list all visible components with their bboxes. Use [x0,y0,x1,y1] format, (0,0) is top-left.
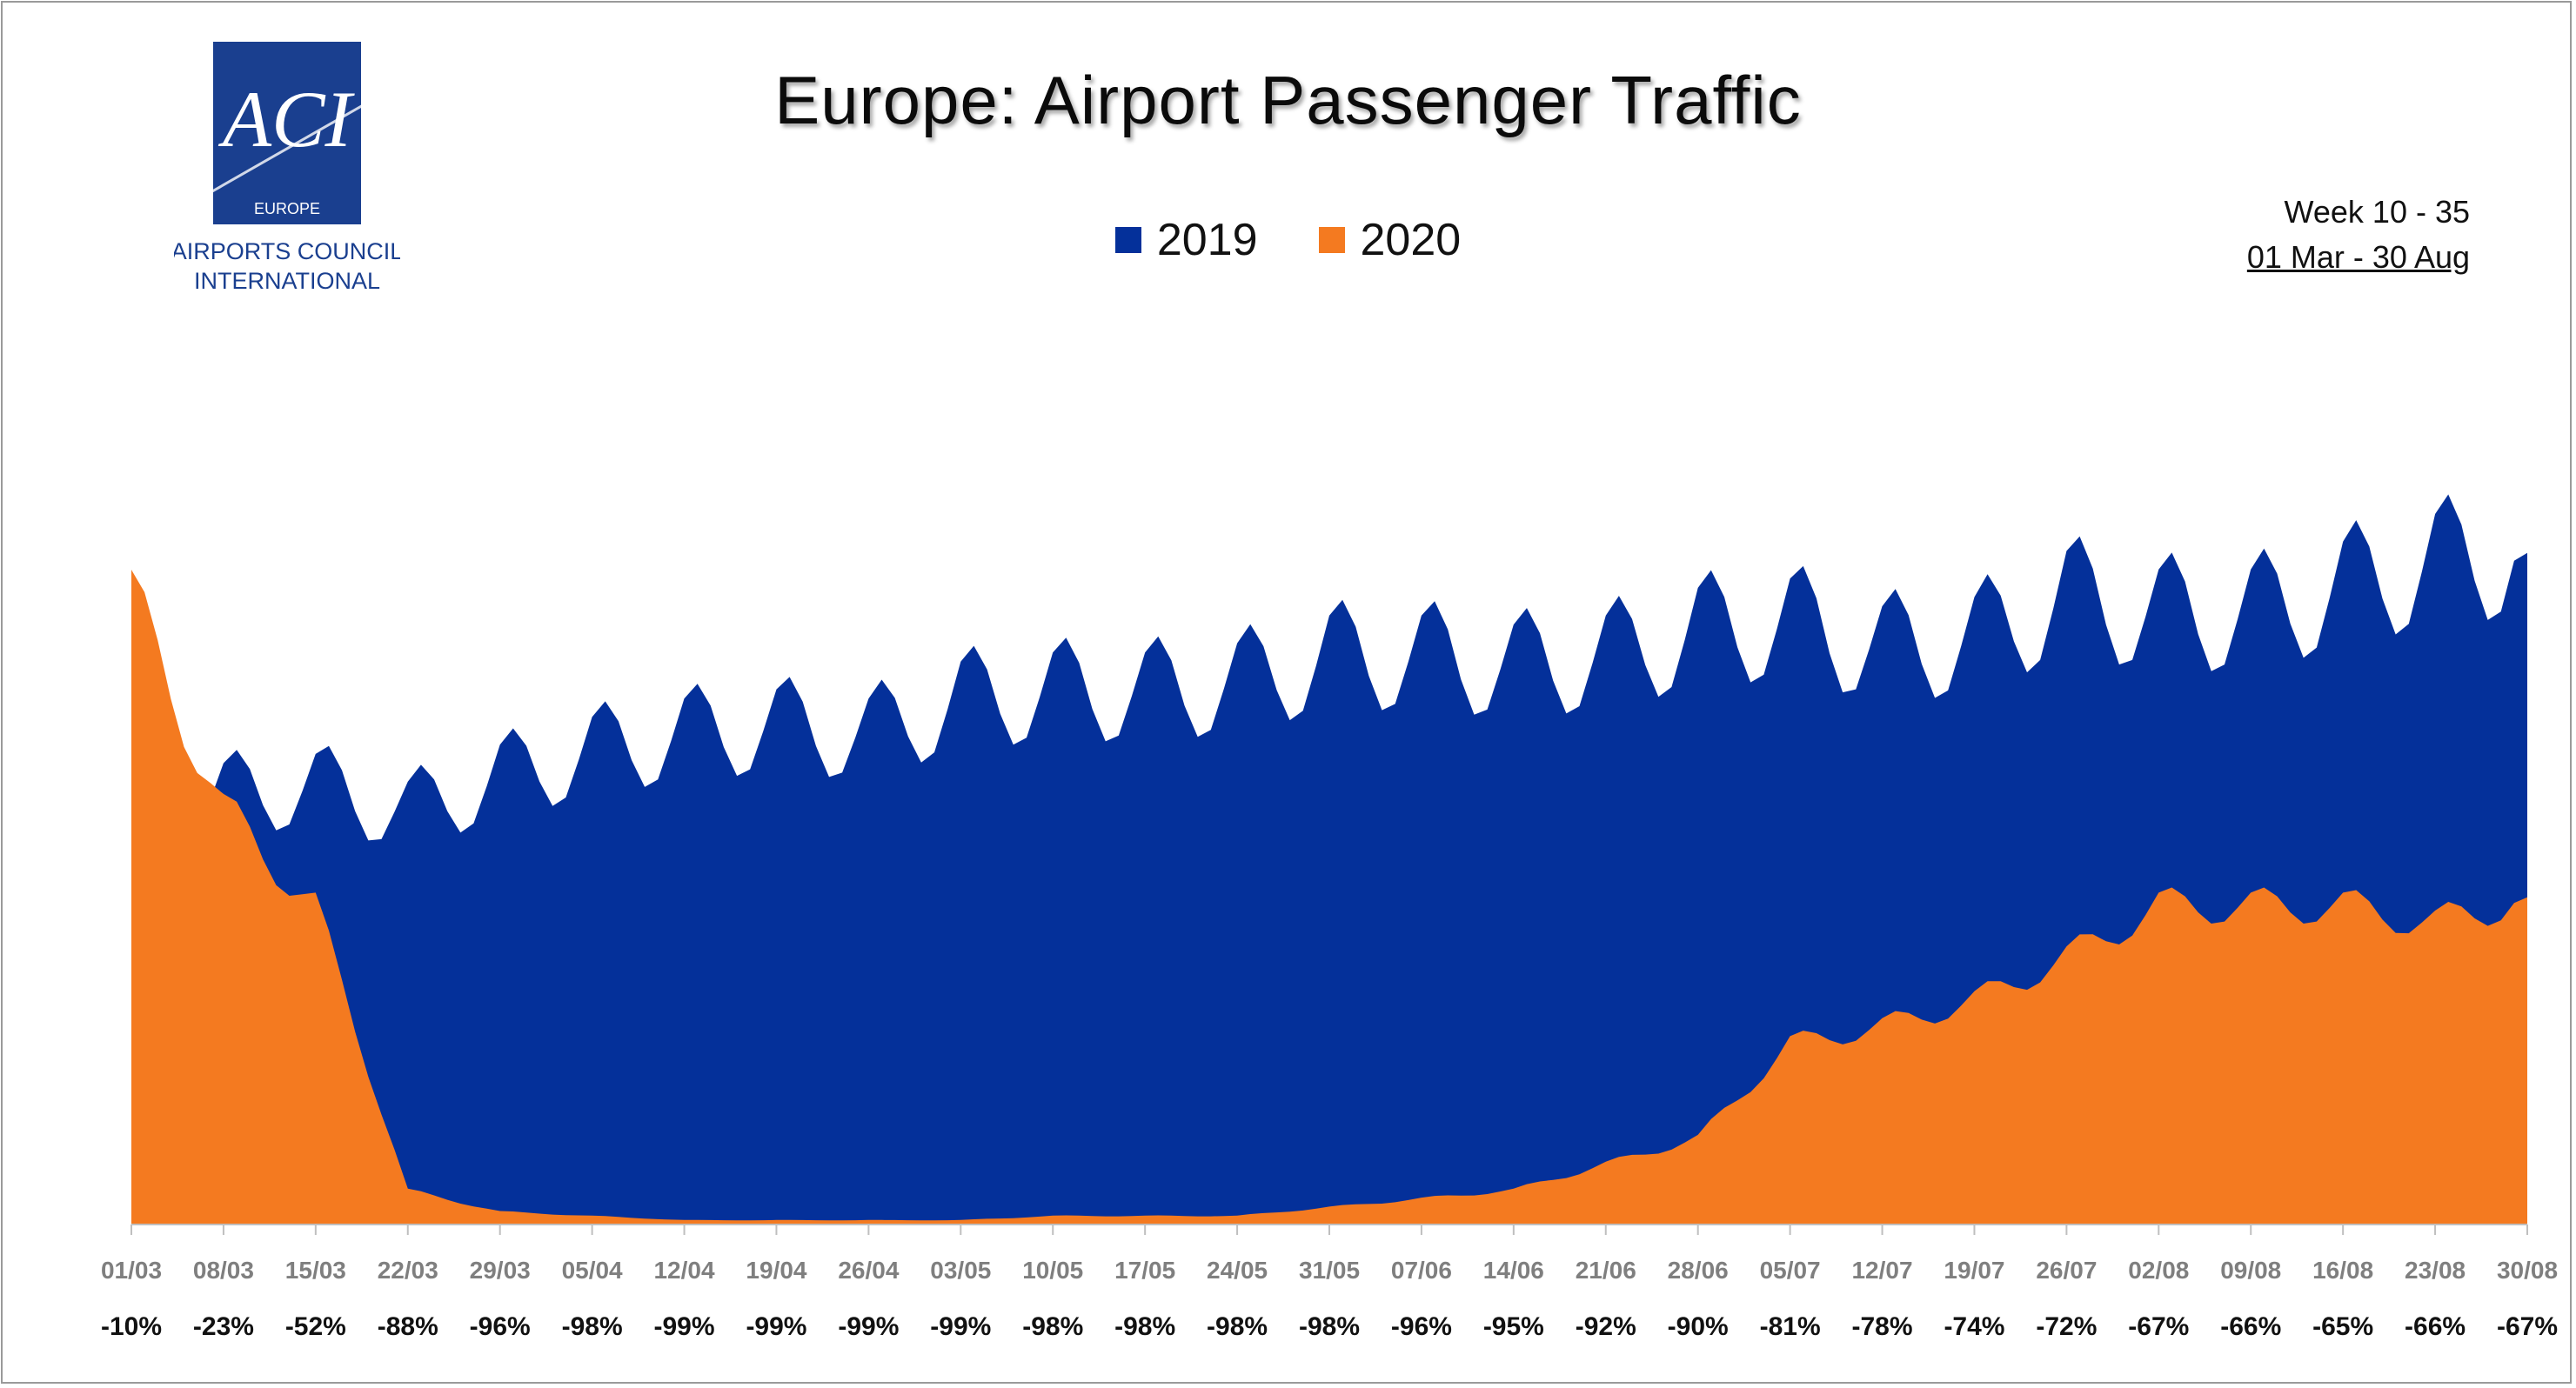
logo-org-line1: AIRPORTS COUNCIL [174,238,400,264]
x-tick-label: 08/03 [193,1257,254,1284]
weekly-change-label: -96% [470,1312,531,1341]
x-tick-label: 30/08 [2497,1257,2558,1284]
weekly-change-label: -78% [1852,1312,1913,1341]
x-tick-label: 19/04 [746,1257,806,1284]
x-tick-label: 10/05 [1022,1257,1083,1284]
weekly-change-label: -65% [2312,1312,2373,1341]
x-tick-label: 16/08 [2312,1257,2373,1284]
weekly-change-label: -99% [838,1312,899,1341]
x-tick-label: 07/06 [1391,1257,1452,1284]
weekly-change-label: -98% [1022,1312,1083,1341]
weekly-change-label: -23% [193,1312,254,1341]
x-tick-label: 19/07 [1944,1257,2004,1284]
weekly-change-label: -88% [378,1312,438,1341]
weekly-change-label: -67% [2497,1312,2558,1341]
legend: 2019 2020 [0,214,2576,266]
logo-region: EUROPE [254,200,320,217]
weekly-change-label: -98% [562,1312,623,1341]
weekly-change-label: -72% [2036,1312,2097,1341]
legend-label-2020: 2020 [1360,215,1462,265]
legend-item-2019: 2019 [1114,214,1258,266]
x-tick-label: 15/03 [285,1257,346,1284]
x-tick-label: 09/08 [2220,1257,2281,1284]
legend-label-2019: 2019 [1156,215,1258,265]
weekly-change-label: -98% [1299,1312,1360,1341]
weekly-change-label: -81% [1760,1312,1821,1341]
x-tick-label: 03/05 [930,1257,991,1284]
week-info: Week 10 - 35 01 Mar - 30 Aug [2247,190,2470,280]
weekly-change-label: -90% [1668,1312,1729,1341]
weekly-change-label: -96% [1391,1312,1452,1341]
weekly-change-label: -10% [101,1312,162,1341]
logo-mark: ACI [217,75,356,163]
weekly-change-label: -92% [1576,1312,1636,1341]
weekly-change-label: -98% [1207,1312,1268,1341]
x-tick-label: 31/05 [1299,1257,1360,1284]
legend-swatch-2019 [1114,227,1141,253]
x-tick-label: 17/05 [1114,1257,1175,1284]
chart-title: Europe: Airport Passenger Traffic [774,62,1802,138]
x-tick-label: 21/06 [1576,1257,1636,1284]
x-tick-label: 02/08 [2128,1257,2189,1284]
aci-europe-logo: ACI EUROPE AIRPORTS COUNCIL INTERNATIONA… [174,42,400,294]
weekly-change-label: -74% [1944,1312,2004,1341]
x-tick-label: 28/06 [1668,1257,1729,1284]
logo-org-line2: INTERNATIONAL [194,268,380,294]
weekly-change-label: -67% [2128,1312,2189,1341]
weekly-change-label: -66% [2220,1312,2281,1341]
weekly-change-label: -52% [285,1312,346,1341]
weekly-change-label: -99% [654,1312,715,1341]
legend-swatch-2020 [1318,227,1345,253]
x-tick-label: 23/08 [2405,1257,2466,1284]
x-tick-label: 12/07 [1851,1257,1912,1284]
x-tick-label: 05/04 [562,1257,623,1284]
logo-square [213,42,361,224]
x-tick-label: 05/07 [1760,1257,1821,1284]
logo-swoosh [199,92,384,200]
weekly-change-label: -99% [746,1312,806,1341]
x-tick-label: 14/06 [1483,1257,1544,1284]
week-numbers: Week 10 - 35 [2284,194,2470,230]
weekly-change-label: -99% [930,1312,991,1341]
x-tick-label: 26/04 [838,1257,899,1284]
x-tick-label: 26/07 [2036,1257,2097,1284]
weekly-change-label: -66% [2405,1312,2466,1341]
x-tick-label: 29/03 [470,1257,531,1284]
x-tick-label: 12/04 [653,1257,714,1284]
area-series-2020 [131,570,2527,1225]
x-tick-label: 22/03 [378,1257,438,1284]
weekly-change-label: -98% [1114,1312,1175,1341]
date-range: 01 Mar - 30 Aug [2246,239,2470,275]
x-tick-label: 24/05 [1207,1257,1268,1284]
x-tick-label: 01/03 [101,1257,162,1284]
weekly-change-label: -95% [1483,1312,1544,1341]
legend-item-2020: 2020 [1318,214,1462,266]
